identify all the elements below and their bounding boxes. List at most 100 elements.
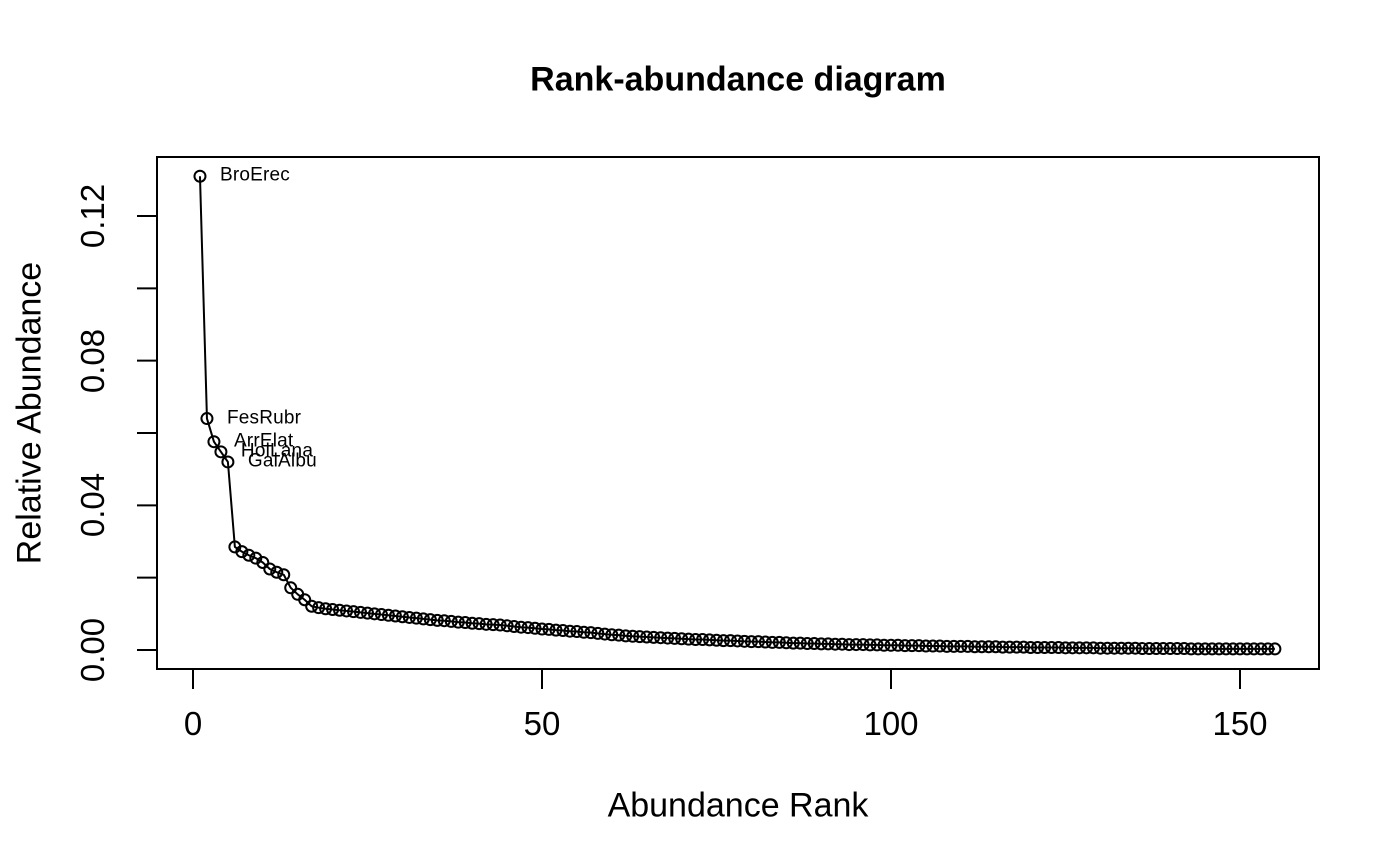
data-point xyxy=(884,638,898,652)
species-label: HolLana xyxy=(240,440,314,462)
data-point xyxy=(1135,642,1149,656)
data-point xyxy=(912,639,926,653)
data-point xyxy=(340,604,354,618)
data-point xyxy=(1107,641,1121,655)
y-tick-label: 0.04 xyxy=(74,473,111,538)
data-point xyxy=(598,627,612,641)
data-point xyxy=(647,630,661,644)
data-point xyxy=(807,636,821,650)
data-point xyxy=(577,625,591,639)
data-point xyxy=(1219,642,1233,656)
data-point xyxy=(779,636,793,650)
data-point xyxy=(1184,642,1198,656)
data-point xyxy=(1177,642,1191,656)
data-point xyxy=(835,637,849,651)
data-point xyxy=(1254,642,1268,656)
data-point xyxy=(1065,641,1079,655)
data-point xyxy=(1212,642,1226,656)
data-point xyxy=(612,628,626,642)
data-point xyxy=(354,605,368,619)
data-point xyxy=(486,618,500,632)
data-point xyxy=(235,545,249,559)
data-point xyxy=(367,607,381,621)
data-point xyxy=(395,610,409,624)
data-point xyxy=(1038,640,1052,654)
species-label: ArrElat xyxy=(233,430,294,452)
data-point xyxy=(849,638,863,652)
data-point xyxy=(347,605,361,619)
data-point xyxy=(940,639,954,653)
y-tick-label: 0.00 xyxy=(74,617,111,683)
data-point xyxy=(263,562,277,576)
data-point xyxy=(535,622,549,636)
data-point xyxy=(1156,642,1170,656)
data-point xyxy=(730,634,744,648)
data-point xyxy=(305,599,319,613)
data-point xyxy=(493,618,507,632)
data-point xyxy=(758,635,772,649)
x-tick-label: 0 xyxy=(183,705,203,742)
data-point xyxy=(381,608,395,622)
data-point xyxy=(507,619,521,633)
data-point xyxy=(242,548,256,562)
data-point xyxy=(1045,640,1059,654)
data-point xyxy=(1268,642,1282,656)
data-point xyxy=(1086,641,1100,655)
data-point xyxy=(947,639,961,653)
data-point xyxy=(207,435,221,449)
data-point xyxy=(640,630,654,644)
data-point xyxy=(542,622,556,636)
data-point xyxy=(284,581,298,595)
data-point xyxy=(1226,642,1240,656)
data-point xyxy=(744,635,758,649)
data-point xyxy=(626,629,640,643)
data-point xyxy=(584,626,598,640)
species-label: BroErec xyxy=(219,164,291,186)
data-point xyxy=(458,616,472,630)
data-point xyxy=(1059,641,1072,655)
data-point xyxy=(298,593,312,607)
data-point xyxy=(926,639,940,653)
data-point xyxy=(1170,642,1184,656)
data-point xyxy=(1247,642,1261,656)
data-point xyxy=(1240,642,1254,656)
data-point xyxy=(793,636,807,650)
data-point xyxy=(1072,641,1086,655)
data-point xyxy=(1198,642,1212,656)
data-point xyxy=(1261,642,1275,656)
x-tick-label: 150 xyxy=(1212,705,1268,742)
chart-title: Rank-abundance diagram xyxy=(530,60,946,99)
data-point xyxy=(821,637,835,651)
data-point xyxy=(765,635,779,649)
data-point xyxy=(500,619,514,633)
species-label: FesRubr xyxy=(226,407,302,429)
data-point xyxy=(800,636,814,650)
data-point xyxy=(1233,642,1247,656)
data-point xyxy=(277,568,291,582)
data-point xyxy=(402,610,416,624)
data-point xyxy=(563,624,577,638)
data-point xyxy=(856,638,870,652)
data-point xyxy=(1142,642,1156,656)
data-point xyxy=(1024,640,1038,654)
data-point xyxy=(870,638,884,652)
data-point xyxy=(319,602,333,616)
data-point xyxy=(933,639,947,653)
data-point xyxy=(689,633,703,647)
data-point xyxy=(668,631,682,645)
data-point xyxy=(723,634,737,648)
data-point xyxy=(374,608,388,622)
data-point xyxy=(954,639,968,653)
data-point xyxy=(1163,642,1177,656)
data-point xyxy=(1079,641,1093,655)
data-point xyxy=(1093,641,1107,655)
data-point xyxy=(605,628,619,642)
data-point xyxy=(898,639,912,653)
data-point xyxy=(654,631,668,645)
data-point xyxy=(863,638,877,652)
data-point xyxy=(570,625,584,639)
data-point xyxy=(828,637,842,651)
data-point xyxy=(451,615,465,629)
